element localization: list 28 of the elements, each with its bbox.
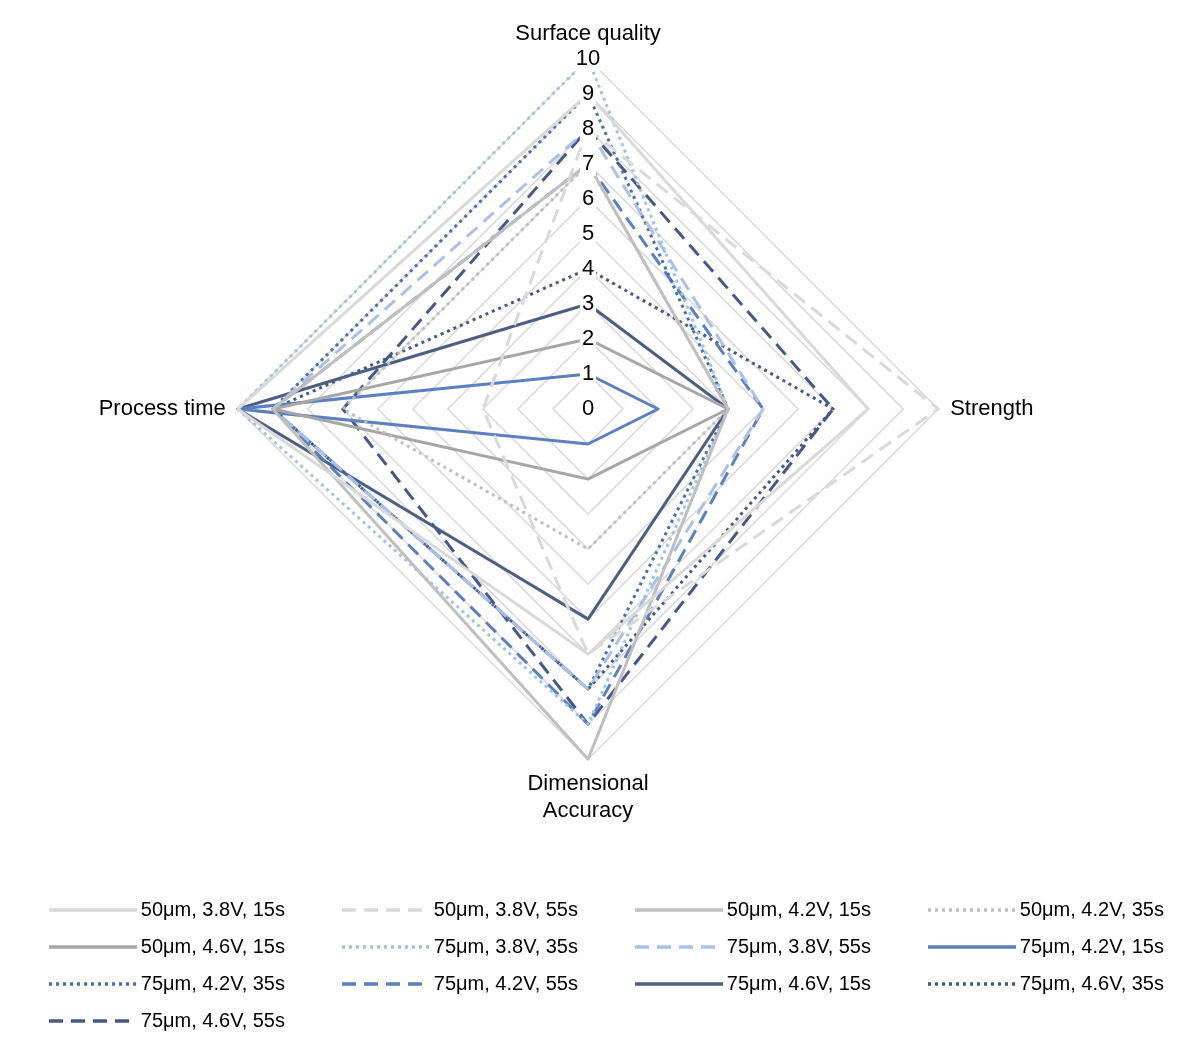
y-tick-label: 2 [581, 325, 595, 351]
legend-label: 75μm, 4.6V, 55s [140, 1009, 285, 1032]
spoke-label: Strength [950, 395, 1034, 421]
y-tick-label: 4 [581, 254, 595, 280]
y-tick-label: 3 [581, 290, 595, 315]
spoke-label: Process time [98, 395, 226, 421]
y-tick-label: 5 [581, 219, 595, 245]
legend-label: 75μm, 4.6V, 15s [726, 972, 871, 995]
y-tick-label: 0 [581, 395, 595, 421]
legend-label: 50μm, 3.8V, 15s [140, 898, 285, 921]
y-tick-label: 8 [581, 114, 595, 140]
y-tick-label: 9 [581, 79, 595, 105]
y-tick-label: 10 [575, 44, 601, 70]
legend-label: 75μm, 4.2V, 55s [433, 972, 578, 995]
spoke-label: Surface quality [515, 19, 661, 45]
y-tick-label: 6 [581, 184, 595, 210]
legend-label: 75μm, 4.2V, 15s [1019, 935, 1164, 958]
y-tick-label: 7 [581, 149, 595, 175]
y-tick-label: 1 [581, 360, 595, 386]
legend-label: 50μm, 4.2V, 35s [1019, 898, 1164, 921]
legend-label: 50μm, 4.6V, 15s [140, 935, 285, 958]
legend-label: 75μm, 4.6V, 35s [1019, 972, 1164, 995]
legend-label: 50μm, 3.8V, 55s [433, 898, 578, 921]
legend-label: 75μm, 3.8V, 55s [726, 935, 871, 958]
legend-label: 75μm, 3.8V, 35s [433, 935, 578, 958]
legend-label: 50μm, 4.2V, 15s [726, 898, 871, 921]
spoke-label: Dimensional Accuracy [527, 770, 649, 822]
legend-label: 75μm, 4.2V, 35s [140, 972, 285, 995]
